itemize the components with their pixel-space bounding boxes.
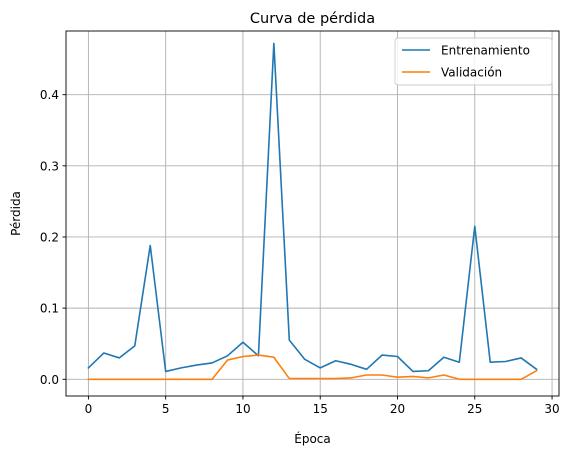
tick-layer: 0 5 10 15 20 25 30 0.0 0.1 0.2 0.3 0.4: [40, 88, 560, 416]
series-line-validacion: [87, 354, 538, 381]
legend: Entrenamiento Validación: [394, 37, 553, 86]
y-tick-label: 0.3: [40, 159, 59, 173]
y-tick-label: 0.0: [40, 373, 59, 387]
x-axis-label: Época: [294, 431, 331, 446]
x-tick-label: 20: [390, 402, 405, 416]
x-tick-label: 15: [313, 402, 328, 416]
plot-frame: [65, 30, 560, 397]
legend-label-entrenamiento: Entrenamiento: [441, 44, 530, 58]
series-line-entrenamiento: [87, 42, 538, 373]
chart-title: Curva de pérdida: [250, 11, 375, 27]
x-tick-label: 10: [235, 402, 250, 416]
x-tick-label: 5: [162, 402, 170, 416]
x-tick-label: 0: [85, 402, 93, 416]
x-tick-label: 25: [467, 402, 482, 416]
x-tick-label: 30: [544, 402, 559, 416]
legend-box: [394, 37, 553, 86]
y-tick-label: 0.4: [40, 88, 59, 102]
y-axis-label: Pérdida: [9, 191, 23, 236]
y-tick-label: 0.2: [40, 230, 59, 244]
grid-layer: [66, 31, 559, 396]
y-tick-label: 0.1: [40, 302, 59, 316]
legend-label-validacion: Validación: [441, 66, 502, 80]
series-layer: [87, 42, 538, 381]
